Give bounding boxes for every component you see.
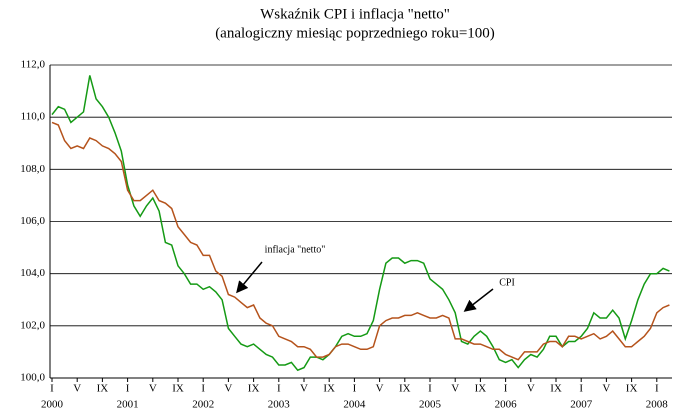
x-tick-label: I	[50, 383, 54, 395]
annotation-arrow	[236, 261, 263, 294]
x-tick-label: IX	[399, 383, 411, 395]
y-tick-label: 110,0	[21, 111, 46, 123]
y-tick-label: 108,0	[20, 163, 45, 175]
x-tick-label: IX	[626, 383, 638, 395]
x-tick-label: V	[451, 383, 459, 395]
annotation: inflacja "netto"	[265, 244, 326, 255]
x-tick-label: IX	[475, 383, 487, 395]
x-tick-label: I	[277, 383, 281, 395]
x-tick-label: I	[126, 383, 130, 395]
annotation-arrow	[463, 288, 494, 312]
year-label: 2007	[570, 399, 593, 411]
year-label: 2005	[419, 399, 442, 411]
x-tick-label: IX	[550, 383, 562, 395]
x-tick-label: V	[149, 383, 157, 395]
x-tick-label: V	[73, 383, 81, 395]
chart-subtitle: (analogiczny miesiąc poprzedniego roku=1…	[215, 25, 495, 41]
series-line	[51, 75, 670, 372]
x-tick-label: IX	[97, 383, 109, 395]
x-tick-label: V	[376, 383, 384, 395]
y-tick-label: 102,0	[20, 319, 45, 331]
x-tick-label: V	[527, 383, 535, 395]
year-label: 2004	[343, 399, 366, 411]
year-label: 2003	[268, 399, 291, 411]
x-tick-label: I	[201, 383, 205, 395]
x-tick-label: I	[579, 383, 583, 395]
x-tick-label: I	[504, 383, 508, 395]
y-tick-label: 104,0	[20, 267, 45, 279]
year-label: 2006	[495, 399, 518, 411]
x-tick-label: I	[428, 383, 432, 395]
annotation: CPI	[499, 277, 515, 288]
x-tick-label: I	[353, 383, 357, 395]
year-label: 2000	[41, 399, 64, 411]
x-tick-label: IX	[323, 383, 335, 395]
x-tick-label: IX	[248, 383, 260, 395]
year-label: 2008	[646, 399, 669, 411]
y-tick-label: 100,0	[20, 372, 45, 384]
x-tick-label: V	[602, 383, 610, 395]
year-label: 2001	[117, 399, 139, 411]
x-tick-label: V	[224, 383, 232, 395]
x-tick-label: I	[655, 383, 659, 395]
chart-title: Wskaźnik CPI i inflacja "netto"	[260, 6, 450, 22]
series-line	[51, 121, 670, 361]
year-label: 2002	[192, 399, 214, 411]
x-tick-label: V	[300, 383, 308, 395]
y-tick-label: 112,0	[21, 59, 46, 71]
x-tick-label: IX	[172, 383, 184, 395]
y-tick-label: 106,0	[20, 215, 45, 227]
